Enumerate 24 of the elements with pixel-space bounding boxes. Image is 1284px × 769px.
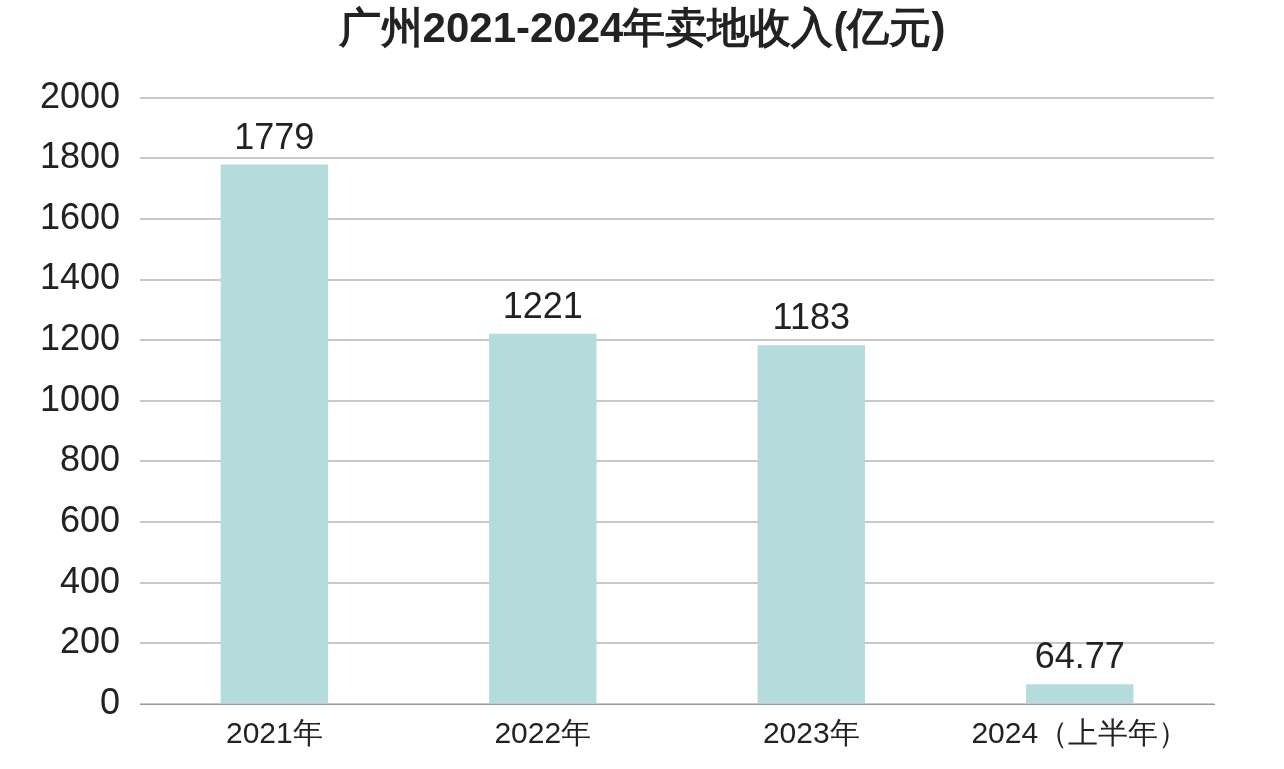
data-label: 1779 (234, 115, 315, 157)
x-tick-label: 2021年 (225, 716, 323, 750)
y-tick-label: 1200 (39, 317, 121, 359)
y-tick-label: 400 (60, 559, 121, 601)
y-tick-label: 1600 (39, 195, 121, 237)
x-tick-label: 2023年 (762, 716, 860, 750)
bar (220, 164, 329, 703)
y-tick-label: 600 (60, 499, 121, 540)
y-tick-label: 200 (60, 620, 121, 662)
x-tick-label: 2022年 (494, 716, 592, 750)
y-tick-label: 0 (100, 680, 121, 722)
y-tick-label: 800 (60, 438, 121, 480)
bar (757, 345, 865, 703)
y-tick-label: 1800 (39, 135, 121, 177)
bar (1026, 684, 1134, 703)
y-tick-label: 1400 (39, 256, 121, 298)
x-tick-label: 2024（上半年） (971, 716, 1189, 750)
data-label: 1221 (502, 284, 583, 326)
data-label: 64.77 (1034, 635, 1125, 677)
y-tick-label: 2000 (39, 74, 121, 116)
y-tick-label: 1000 (39, 377, 121, 419)
bar (489, 333, 597, 703)
chart-title: 广州2021-2024年卖地收入(亿元) (337, 3, 947, 53)
data-label: 1183 (772, 296, 850, 338)
